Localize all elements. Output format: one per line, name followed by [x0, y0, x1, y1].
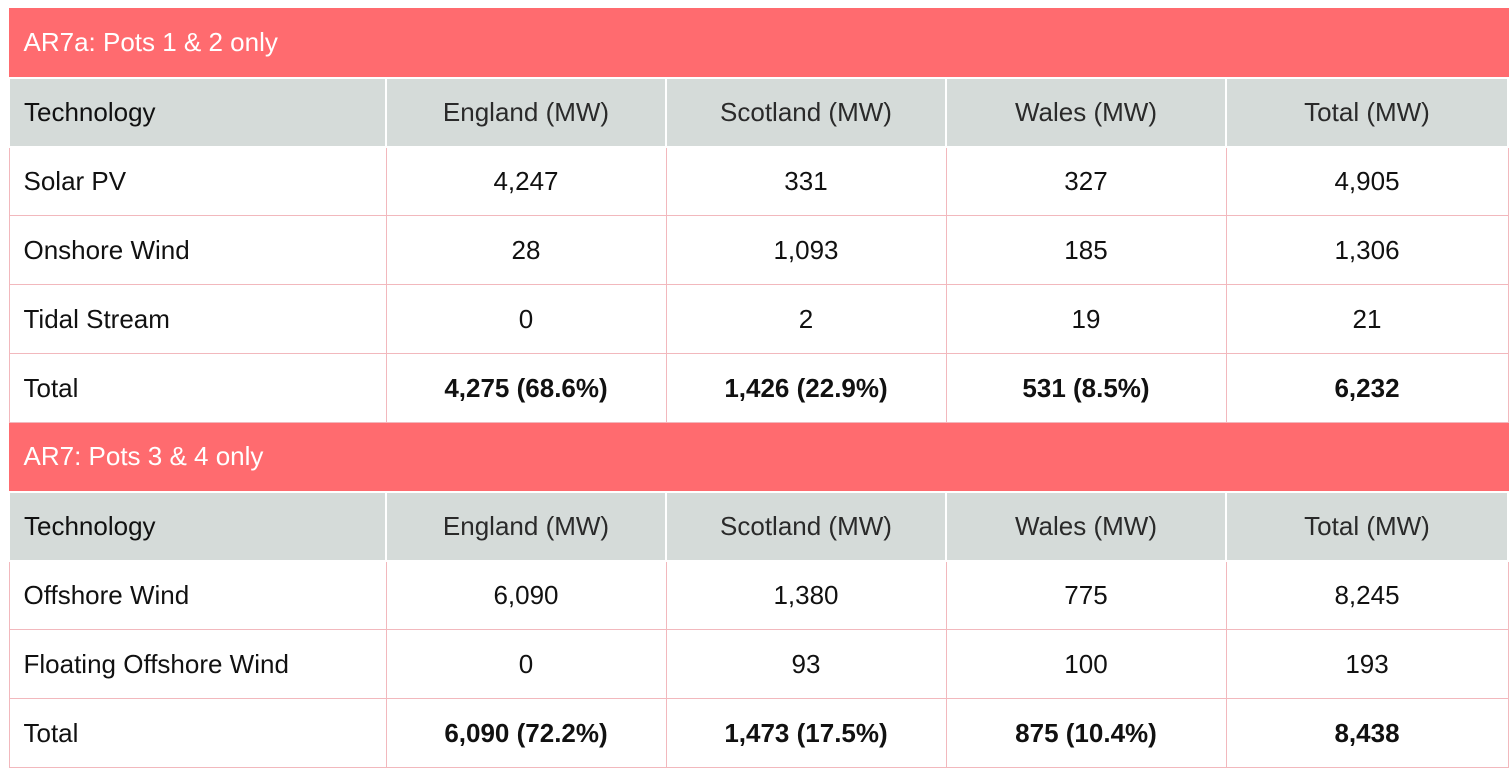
technology-cell: Floating Offshore Wind — [8, 629, 387, 699]
column-header-row: Technology England (MW) Scotland (MW) Wa… — [8, 490, 1510, 562]
england-cell: 0 — [385, 284, 667, 354]
wales-cell: 100 — [945, 629, 1227, 699]
technology-cell: Offshore Wind — [8, 560, 387, 630]
scotland-total: 1,426 (22.9%) — [665, 353, 947, 423]
wales-total: 875 (10.4%) — [945, 698, 1227, 768]
total-label: Total — [8, 353, 387, 423]
england-cell: 6,090 — [385, 560, 667, 630]
scotland-cell: 331 — [665, 146, 947, 216]
total-cell: 193 — [1225, 629, 1509, 699]
header-england: England (MW) — [385, 490, 667, 562]
header-england: England (MW) — [385, 76, 667, 148]
technology-cell: Tidal Stream — [8, 284, 387, 354]
header-technology: Technology — [8, 490, 387, 562]
total-row: Total 4,275 (68.6%) 1,426 (22.9%) 531 (8… — [8, 353, 1509, 423]
grand-total: 6,232 — [1225, 353, 1509, 423]
wales-cell: 185 — [945, 215, 1227, 285]
wales-cell: 775 — [945, 560, 1227, 630]
table-row: Solar PV 4,247 331 327 4,905 — [8, 146, 1509, 216]
wales-cell: 19 — [945, 284, 1227, 354]
total-label: Total — [8, 698, 387, 768]
grand-total: 8,438 — [1225, 698, 1509, 768]
header-scotland: Scotland (MW) — [665, 490, 947, 562]
technology-cell: Solar PV — [8, 146, 387, 216]
england-total: 4,275 (68.6%) — [385, 353, 667, 423]
header-wales: Wales (MW) — [945, 76, 1227, 148]
section-title-row: AR7: Pots 3 & 4 only — [8, 422, 1509, 493]
total-cell: 8,245 — [1225, 560, 1509, 630]
england-total: 6,090 (72.2%) — [385, 698, 667, 768]
scotland-cell: 1,093 — [665, 215, 947, 285]
total-cell: 1,306 — [1225, 215, 1509, 285]
england-cell: 0 — [385, 629, 667, 699]
table-row: Floating Offshore Wind 0 93 100 193 — [8, 629, 1509, 699]
total-cell: 4,905 — [1225, 146, 1509, 216]
table-row: Offshore Wind 6,090 1,380 775 8,245 — [8, 560, 1509, 630]
technology-cell: Onshore Wind — [8, 215, 387, 285]
england-cell: 4,247 — [385, 146, 667, 216]
wales-total: 531 (8.5%) — [945, 353, 1227, 423]
table-row: Tidal Stream 0 2 19 21 — [8, 284, 1509, 354]
header-total: Total (MW) — [1224, 490, 1510, 562]
england-cell: 28 — [385, 215, 667, 285]
section-title: AR7a: Pots 1 & 2 only — [8, 8, 1509, 79]
header-scotland: Scotland (MW) — [665, 76, 947, 148]
cfd-results-tables: AR7a: Pots 1 & 2 only Technology England… — [8, 8, 1510, 768]
scotland-cell: 2 — [665, 284, 947, 354]
scotland-total: 1,473 (17.5%) — [665, 698, 947, 768]
scotland-cell: 93 — [665, 629, 947, 699]
total-row: Total 6,090 (72.2%) 1,473 (17.5%) 875 (1… — [8, 698, 1509, 768]
total-cell: 21 — [1225, 284, 1509, 354]
wales-cell: 327 — [945, 146, 1227, 216]
results-table: AR7a: Pots 1 & 2 only Technology England… — [8, 8, 1510, 768]
header-technology: Technology — [8, 76, 387, 148]
scotland-cell: 1,380 — [665, 560, 947, 630]
header-wales: Wales (MW) — [945, 490, 1227, 562]
section-title: AR7: Pots 3 & 4 only — [8, 422, 1509, 493]
header-total: Total (MW) — [1224, 76, 1510, 148]
column-header-row: Technology England (MW) Scotland (MW) Wa… — [8, 76, 1510, 148]
section-title-row: AR7a: Pots 1 & 2 only — [8, 8, 1509, 79]
table-row: Onshore Wind 28 1,093 185 1,306 — [8, 215, 1509, 285]
